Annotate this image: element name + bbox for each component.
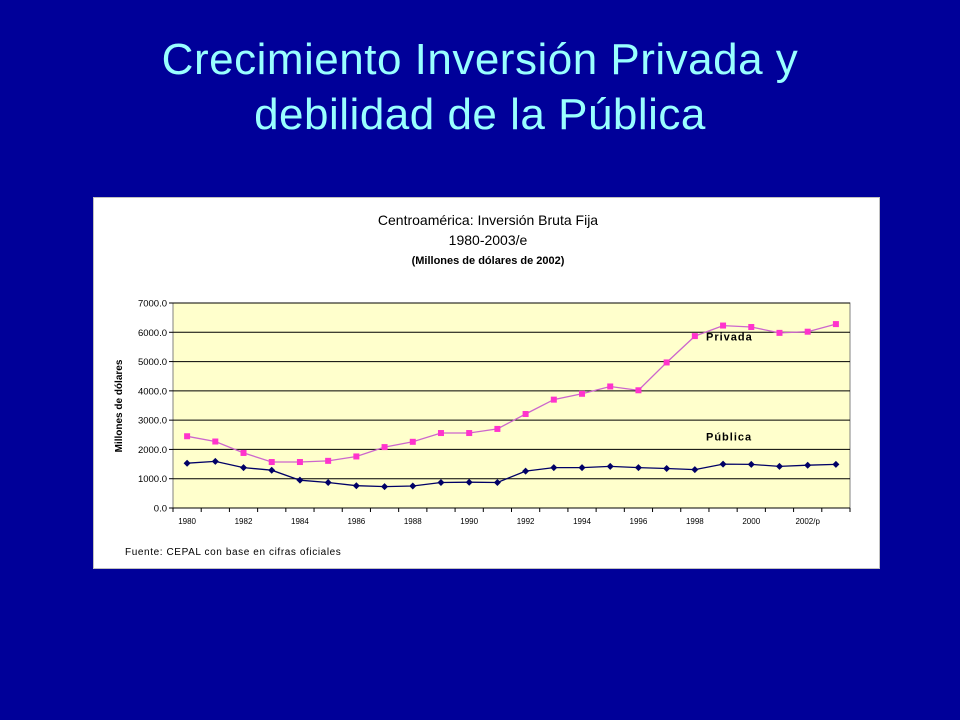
data-point-privada [494, 425, 501, 432]
x-tick-label: 1998 [686, 517, 704, 526]
data-point-privada [663, 359, 670, 366]
plot-area: 0.0 1000.0 2000.0 3000.0 4000.0 5000.0 6000.0 7… [138, 299, 851, 526]
investment-chart: Centroamérica: Inversión Bruta Fija 1980… [114, 212, 851, 558]
data-point-privada [635, 387, 642, 394]
chart-title: Centroamérica: Inversión Bruta Fija [378, 212, 598, 228]
data-point-publica [775, 462, 783, 470]
y-tick-label: 2000.0 [138, 445, 167, 456]
data-point-privada [296, 459, 303, 466]
y-tick-label: 6000.0 [138, 328, 167, 339]
data-point-privada [466, 430, 473, 437]
data-point-publica [804, 461, 812, 469]
x-tick-label: 1988 [404, 517, 422, 526]
x-tick-label: 1986 [347, 517, 365, 526]
data-point-publica [183, 459, 191, 467]
data-point-publica [719, 460, 727, 468]
x-tick-label: 1996 [630, 517, 648, 526]
data-point-privada [691, 333, 698, 340]
x-tick-label: 2002/p [795, 517, 820, 526]
x-tick-label: 1982 [235, 517, 253, 526]
y-tick-label: 1000.0 [138, 474, 167, 485]
x-tick-label: 2000 [742, 517, 760, 526]
chart-subtitle: 1980-2003/e [449, 232, 528, 248]
chart-frame: Centroamérica: Inversión Bruta Fija 1980… [93, 197, 880, 569]
data-point-privada [607, 383, 614, 390]
x-tick-label: 1980 [178, 517, 196, 526]
y-tick-label: 3000.0 [138, 416, 167, 427]
data-point-privada [748, 324, 755, 331]
data-point-privada [832, 321, 839, 328]
slide-title-line2: debilidad de la Pública [254, 90, 706, 139]
series-label-publica: Pública [706, 432, 752, 444]
data-point-privada [381, 444, 388, 451]
data-point-publica [832, 460, 840, 468]
data-point-privada [720, 322, 727, 329]
data-point-privada [409, 438, 416, 445]
y-tick-label: 7000.0 [138, 299, 167, 310]
data-point-privada [437, 430, 444, 437]
plot-background [172, 302, 851, 509]
data-point-privada [579, 390, 586, 397]
data-point-privada [522, 410, 529, 417]
slide-title: Crecimiento Inversión Privada y debilida… [0, 32, 960, 142]
y-tick-label: 4000.0 [138, 386, 167, 397]
data-point-publica [634, 464, 642, 472]
y-tick-label: 5000.0 [138, 357, 167, 368]
data-point-privada [776, 329, 783, 336]
data-point-privada [184, 433, 191, 440]
x-tick-label: 1994 [573, 517, 591, 526]
data-point-privada [325, 457, 332, 464]
series-label-privada: Privada [706, 331, 753, 343]
data-point-privada [353, 453, 360, 460]
y-axis-label: Millones de dólares [114, 359, 125, 452]
data-point-publica [747, 460, 755, 468]
data-point-publica [550, 464, 558, 472]
data-point-publica [268, 466, 276, 474]
y-tick-label: 0.0 [154, 504, 167, 515]
data-point-publica [352, 482, 360, 490]
data-point-privada [212, 438, 219, 445]
data-point-publica [381, 483, 389, 491]
data-point-publica [211, 457, 219, 465]
x-tick-label: 1990 [460, 517, 478, 526]
data-point-publica [409, 482, 417, 490]
data-point-privada [804, 328, 811, 335]
data-point-publica [465, 478, 473, 486]
chart-source: Fuente: CEPAL con base en cifras oficial… [125, 547, 341, 558]
data-point-publica [578, 464, 586, 472]
data-point-privada [268, 459, 275, 466]
data-point-publica [296, 476, 304, 484]
data-point-publica [493, 479, 501, 487]
data-point-publica [522, 467, 530, 475]
data-point-privada [550, 396, 557, 403]
data-point-publica [240, 464, 248, 472]
series-line-publica [187, 460, 836, 488]
data-point-privada [240, 449, 247, 456]
data-point-publica [691, 466, 699, 474]
x-tick-label: 1992 [517, 517, 535, 526]
data-point-publica [606, 462, 614, 470]
data-point-publica [437, 479, 445, 487]
chart-subtitle-units: (Millones de dólares de 2002) [412, 255, 565, 267]
x-tick-label: 1984 [291, 517, 309, 526]
slide-title-line1: Crecimiento Inversión Privada y [161, 35, 799, 84]
data-point-publica [663, 464, 671, 472]
data-point-publica [324, 479, 332, 487]
series-line-privada [186, 323, 837, 463]
